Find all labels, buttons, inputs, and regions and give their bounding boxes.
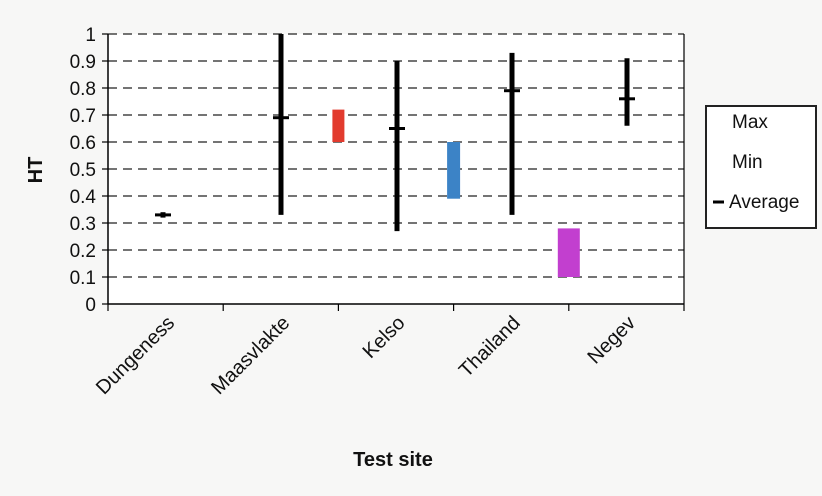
y-tick-label: 0.9 [70, 52, 96, 73]
x-tick-label-thailand: Thailand [455, 312, 525, 382]
range-bar-1 [332, 109, 345, 142]
y-axis-title: HT [25, 157, 47, 184]
x-tick-label-dungeness: Dungeness [92, 312, 179, 399]
y-tick-label: 0.7 [70, 106, 96, 127]
x-category-labels: Dungeness Maasvlakte Kelso Thailand Negev [92, 312, 640, 399]
legend-label-min: Min [732, 152, 763, 173]
range-bar-2 [447, 142, 461, 199]
y-tick-label: 0.3 [70, 214, 96, 235]
y-tick-labels: 0 0.1 0.2 0.3 0.4 0.5 0.6 0.7 0.8 0.9 1 [70, 25, 97, 316]
y-tick-label: 0.1 [70, 268, 96, 289]
y-tick-label: 0.2 [70, 241, 96, 262]
legend-label-max: Max [732, 112, 768, 133]
y-tick-label: 1 [85, 25, 96, 46]
x-axis-title: Test site [353, 449, 433, 471]
y-tick-label: 0.4 [70, 187, 97, 208]
axes [102, 33, 685, 311]
range-bar-3 [557, 228, 580, 277]
y-tick-label: 0.8 [70, 79, 96, 100]
y-tick-label: 0.6 [70, 133, 96, 154]
legend: Max Min Average [705, 105, 817, 229]
x-tick-label-negev: Negev [583, 312, 639, 368]
y-tick-label: 0 [85, 295, 96, 316]
range-lines [155, 34, 635, 232]
legend-label-average: Average [729, 192, 799, 213]
colored-bars [332, 109, 580, 277]
x-tick-label-maasvlakte: Maasvlakte [207, 312, 294, 399]
y-tick-label: 0.5 [70, 160, 96, 181]
legend-box [705, 105, 817, 229]
x-tick-label-kelso: Kelso [359, 312, 410, 363]
